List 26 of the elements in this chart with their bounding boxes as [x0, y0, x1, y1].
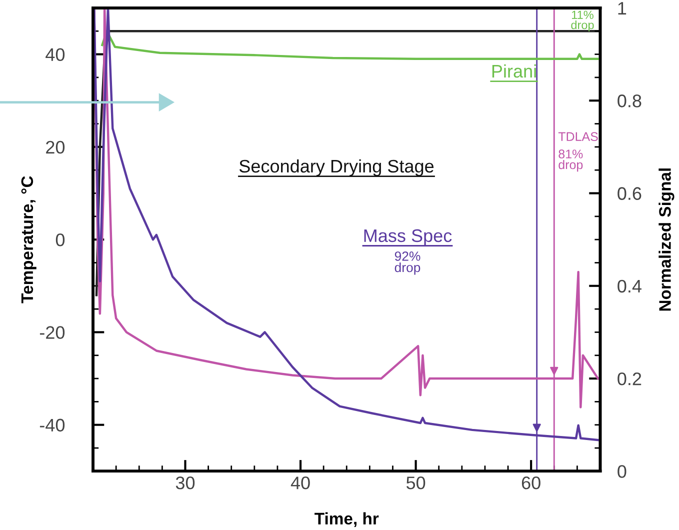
x-tick-label: 40 — [290, 476, 310, 490]
y2-tick-label: 0.6 — [618, 187, 642, 200]
text: TDLAS — [558, 132, 598, 142]
annotation: 81% drop — [558, 150, 583, 172]
y2-tick-label: 1 — [618, 2, 626, 14]
y-axis-title: Temperature, °C — [21, 176, 36, 304]
x-tick-label: 50 — [406, 476, 426, 490]
y-tick-label: -20 — [40, 326, 65, 339]
y2-tick-label: 0.4 — [618, 280, 642, 293]
series-label: Pirani — [492, 64, 536, 78]
line-series — [95, 30, 600, 296]
y2-tick-label: 0.8 — [618, 94, 642, 108]
y2-tick-label: 0.2 — [618, 372, 642, 386]
text: Mass Spec — [364, 229, 452, 246]
y2-axis-title: Normalized Signal — [658, 168, 674, 311]
y-tick-label: 0 — [56, 233, 65, 246]
annotation: 11% drop — [571, 10, 594, 32]
y-tick-label: 20 — [46, 140, 65, 154]
x-axis-title: Time, hr — [314, 512, 379, 527]
x-tick-label: 30 — [176, 476, 195, 490]
y2-tick-label: 0 — [618, 465, 626, 478]
annotation: 92% drop — [394, 251, 420, 275]
y-tick-label: 40 — [46, 48, 65, 61]
x-tick-label: 60 — [522, 476, 540, 490]
y-tick-label: -40 — [40, 418, 65, 432]
annotation: Secondary Drying Stage — [239, 159, 434, 176]
